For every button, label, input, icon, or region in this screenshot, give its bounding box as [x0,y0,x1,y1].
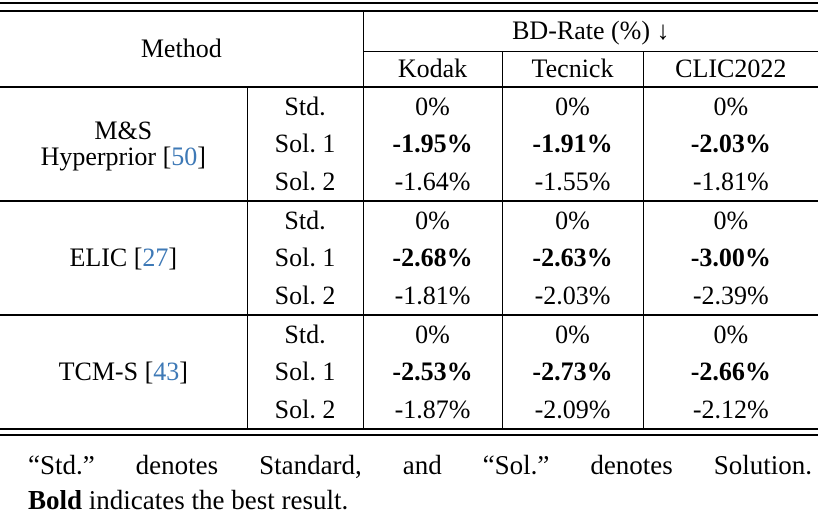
row-label: Std. [247,86,364,125]
value-cell: 0% [363,200,503,239]
top-rule-inner [0,10,818,12]
table-row: M&S Hyperprior [50] Std. 0% 0% 0% [0,86,818,202]
value-cell: -2.03% [690,129,771,158]
row-label: Sol. 1 [247,353,364,391]
table-row: Sol. 1 -2.68% -2.63% -3.00% [0,239,818,277]
table-row: TCM-S [43] Std. 0% 0% 0% [0,314,818,430]
value-cell: -1.64% [363,163,503,201]
citation-bracket: [ [162,142,172,171]
method-name: TCM-S [58,357,139,386]
citation-link[interactable]: 43 [153,357,180,386]
value-cell: 0% [502,314,644,353]
value-cell: -2.63% [502,239,644,277]
value-cell: -1.81% [692,166,769,196]
value-cell: 0% [643,200,818,239]
value-cell: -3.00% [690,243,771,272]
row-label: Sol. 2 [247,391,364,430]
row-label: Std. [247,200,364,239]
value-cell: -1.81% [363,277,503,315]
citation-bracket: ] [179,357,188,386]
value-cell: -2.73% [502,353,644,391]
footnote-rest: indicates the best result. [82,485,349,515]
citation-bracket: [ [144,357,154,386]
bd-rate-table: Method BD-Rate (%) ↓ Kodak Tecnick CLIC2… [0,12,818,430]
table-row: Sol. 1 -2.53% -2.73% -2.66% [0,353,818,391]
method-name-line1: M&S [94,116,153,145]
value-cell: -2.66% [690,357,771,386]
citation-bracket: [ [133,243,143,272]
method-name: ELIC [69,243,128,272]
row-label: Sol. 1 [247,239,364,277]
value-cell: -2.53% [363,353,503,391]
value-cell: -2.68% [363,239,503,277]
table-row: Sol. 2 -1.81% -2.03% -2.39% [0,277,818,315]
citation-link[interactable]: 27 [142,243,169,272]
value-cell: -2.09% [502,391,644,430]
value-cell: 0% [643,86,818,125]
column-header-tecnick: Tecnick [502,51,644,87]
footnote-line-1: “Std.” denotes Standard, and “Sol.” deno… [28,450,812,480]
footnote-bold-word: Bold [28,485,83,515]
table-row: Sol. 2 -1.64% -1.55% -1.81% [0,163,818,201]
header-row-2: Kodak Tecnick CLIC2022 [0,51,818,87]
row-label: Std. [247,314,364,353]
bd-rate-group-header: BD-Rate (%) ↓ [363,12,818,52]
column-header-clic2022: CLIC2022 [675,53,787,83]
value-cell: 0% [363,86,503,125]
row-label: Sol. 2 [247,163,364,201]
value-cell: 0% [502,200,644,239]
citation-bracket: ] [168,243,178,272]
method-cell-ms-hyperprior: M&S Hyperprior [50] [0,86,248,202]
method-column-header: Method [0,12,364,88]
method-name-line2: Hyperprior [50] [40,142,206,171]
header-row-1: Method BD-Rate (%) ↓ [0,12,818,88]
method-cell-elic: ELIC [27] [0,200,248,316]
value-cell: -1.87% [363,391,503,430]
citation-link[interactable]: 50 [171,142,198,171]
value-cell: -2.12% [643,391,818,430]
value-cell: 0% [643,314,818,353]
value-cell: -1.55% [502,163,644,201]
row-label: Sol. 2 [247,277,364,315]
table-row: ELIC [27] Std. 0% 0% 0% [0,200,818,316]
row-label: Sol. 1 [247,125,364,163]
value-cell: -1.95% [363,125,503,163]
value-cell: 0% [502,86,644,125]
table-row: Sol. 1 -1.95% -1.91% -2.03% [0,125,818,163]
table-footnote: “Std.” denotes Standard, and “Sol.” deno… [0,448,818,518]
bottom-rule-inner [0,434,818,436]
value-cell: -1.91% [502,125,644,163]
value-cell: -2.39% [692,280,769,310]
footnote-line-2: Bold indicates the best result. [28,483,812,518]
method-cell-tcm-s: TCM-S [43] [0,314,248,430]
top-rule-outer [0,2,818,4]
value-cell: 0% [363,314,503,353]
citation-bracket: ] [197,142,206,171]
value-cell: -2.03% [502,277,644,315]
column-header-kodak: Kodak [363,51,503,87]
table-row: Sol. 2 -1.87% -2.09% -2.12% [0,391,818,430]
